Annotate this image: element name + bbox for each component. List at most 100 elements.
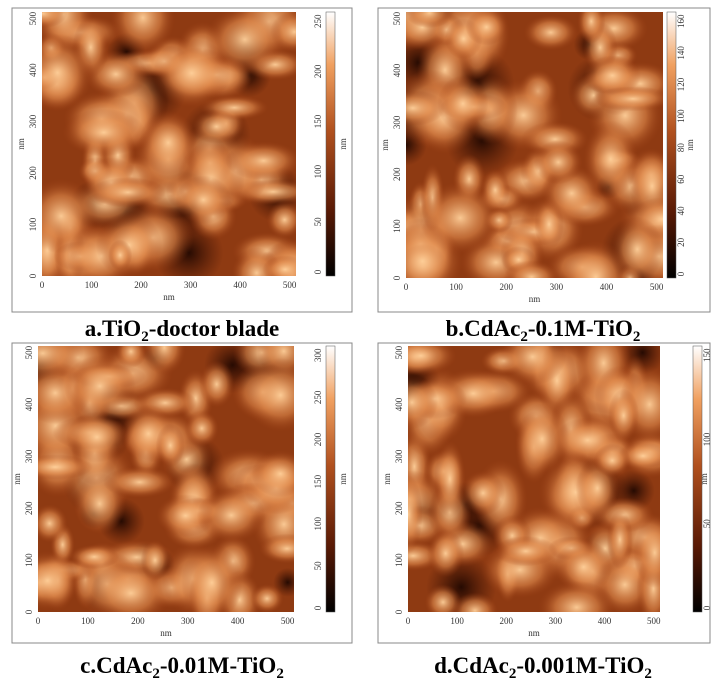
x-axis-label: nm <box>529 294 541 304</box>
colorbar <box>667 12 676 278</box>
caption-subscript: 2 <box>633 329 641 345</box>
x-tick-label: 400 <box>600 282 614 292</box>
x-tick-label: 400 <box>233 280 247 290</box>
x-tick-label: 200 <box>500 616 514 626</box>
colorbar-tick-label: 50 <box>313 217 323 227</box>
afm-grain <box>427 530 464 578</box>
caption: c.CdAc2-0.01M-TiO2 <box>80 653 284 680</box>
x-tick-label: 0 <box>40 280 45 290</box>
y-axis-label: nm <box>382 473 392 485</box>
x-tick-label: 400 <box>598 616 612 626</box>
x-tick-label: 100 <box>450 616 464 626</box>
caption: d.CdAc2-0.001M-TiO2 <box>434 653 652 680</box>
afm-grain <box>141 540 170 581</box>
afm-grain <box>153 38 231 108</box>
colorbar-tick-label: 200 <box>313 432 323 446</box>
y-tick-label: 500 <box>28 11 38 25</box>
colorbar-tick-label: 20 <box>676 237 686 247</box>
caption-text: b.CdAc <box>446 316 521 341</box>
caption-subscript: 2 <box>152 666 160 680</box>
y-tick-label: 400 <box>392 63 402 77</box>
colorbar-tick-label: 100 <box>676 109 686 123</box>
colorbar-tick-label: 100 <box>313 164 323 178</box>
colorbar-unit: nm <box>685 139 695 151</box>
caption-subscript: 2 <box>520 329 528 345</box>
colorbar-unit: nm <box>338 138 348 150</box>
x-tick-label: 400 <box>231 616 245 626</box>
y-tick-label: 400 <box>28 63 38 77</box>
afm-grain <box>593 86 673 111</box>
afm-grain <box>434 440 466 518</box>
x-tick-label: 200 <box>131 616 145 626</box>
colorbar-tick-label: 150 <box>702 348 711 362</box>
x-tick-label: 0 <box>36 616 41 626</box>
afm-grain <box>199 361 234 408</box>
afm-grain <box>197 488 266 543</box>
x-tick-label: 200 <box>499 282 513 292</box>
y-tick-label: 200 <box>394 501 404 515</box>
colorbar-tick-label: 0 <box>702 605 711 610</box>
y-tick-label: 300 <box>24 449 34 463</box>
x-tick-label: 100 <box>85 280 99 290</box>
afm-grain <box>185 410 219 447</box>
afm-grain <box>64 355 136 417</box>
caption-subscript: 2 <box>509 666 517 680</box>
afm-grain <box>225 141 301 180</box>
y-tick-label: 200 <box>24 501 34 515</box>
x-tick-label: 500 <box>647 616 661 626</box>
y-tick-label: 100 <box>24 553 34 567</box>
colorbar-tick-label: 60 <box>676 174 686 184</box>
caption-text: c.CdAc <box>80 653 152 678</box>
x-tick-label: 100 <box>449 282 463 292</box>
afm-grain <box>577 0 605 44</box>
x-tick-label: 0 <box>404 282 409 292</box>
afm-grain <box>250 584 283 613</box>
colorbar-tick-label: 250 <box>313 14 323 28</box>
y-tick-label: 0 <box>24 609 34 614</box>
y-tick-label: 0 <box>28 273 38 278</box>
caption: b.CdAc2-0.1M-TiO2 <box>446 316 641 345</box>
colorbar-tick-label: 160 <box>676 14 686 28</box>
colorbar-unit: nm <box>338 473 348 485</box>
colorbar-unit: nm <box>699 473 709 485</box>
afm-grain <box>62 109 146 157</box>
colorbar-tick-label: 120 <box>676 77 686 91</box>
x-tick-label: 0 <box>406 616 411 626</box>
afm-grain <box>19 0 68 28</box>
y-tick-label: 100 <box>28 217 38 231</box>
caption: a.TiO2-doctor blade <box>85 316 280 345</box>
y-tick-label: 0 <box>394 609 404 614</box>
y-tick-label: 200 <box>28 166 38 180</box>
colorbar <box>326 12 335 276</box>
afm-grain <box>266 201 302 238</box>
colorbar-tick-label: 100 <box>313 517 323 531</box>
y-tick-label: 200 <box>392 167 402 181</box>
afm-grain <box>425 584 462 620</box>
y-tick-label: 500 <box>24 345 34 359</box>
caption-text: -0.001M-TiO <box>516 653 644 678</box>
x-tick-label: 500 <box>650 282 664 292</box>
afm-grain <box>633 517 676 588</box>
colorbar-tick-label: 0 <box>676 271 686 276</box>
caption-text: a.TiO <box>85 316 141 341</box>
afm-grain <box>561 240 631 314</box>
afm-grain <box>108 239 132 270</box>
colorbar-tick-label: 300 <box>313 348 323 362</box>
afm-grain <box>193 109 241 144</box>
afm-grain <box>494 536 557 567</box>
y-tick-label: 100 <box>394 553 404 567</box>
x-tick-label: 300 <box>184 280 198 290</box>
afm-grain <box>437 75 488 131</box>
caption-text: -doctor blade <box>149 316 280 341</box>
afm-grain <box>175 175 231 224</box>
colorbar <box>326 346 335 612</box>
afm-grain <box>156 424 185 467</box>
y-axis-label: nm <box>380 139 390 151</box>
x-tick-label: 500 <box>283 280 297 290</box>
colorbar-tick-label: 50 <box>702 519 711 529</box>
colorbar-tick-label: 250 <box>313 390 323 404</box>
afm-grain <box>244 358 317 433</box>
colorbar-tick-label: 0 <box>313 269 323 274</box>
y-tick-label: 300 <box>392 115 402 129</box>
x-tick-label: 500 <box>281 616 295 626</box>
